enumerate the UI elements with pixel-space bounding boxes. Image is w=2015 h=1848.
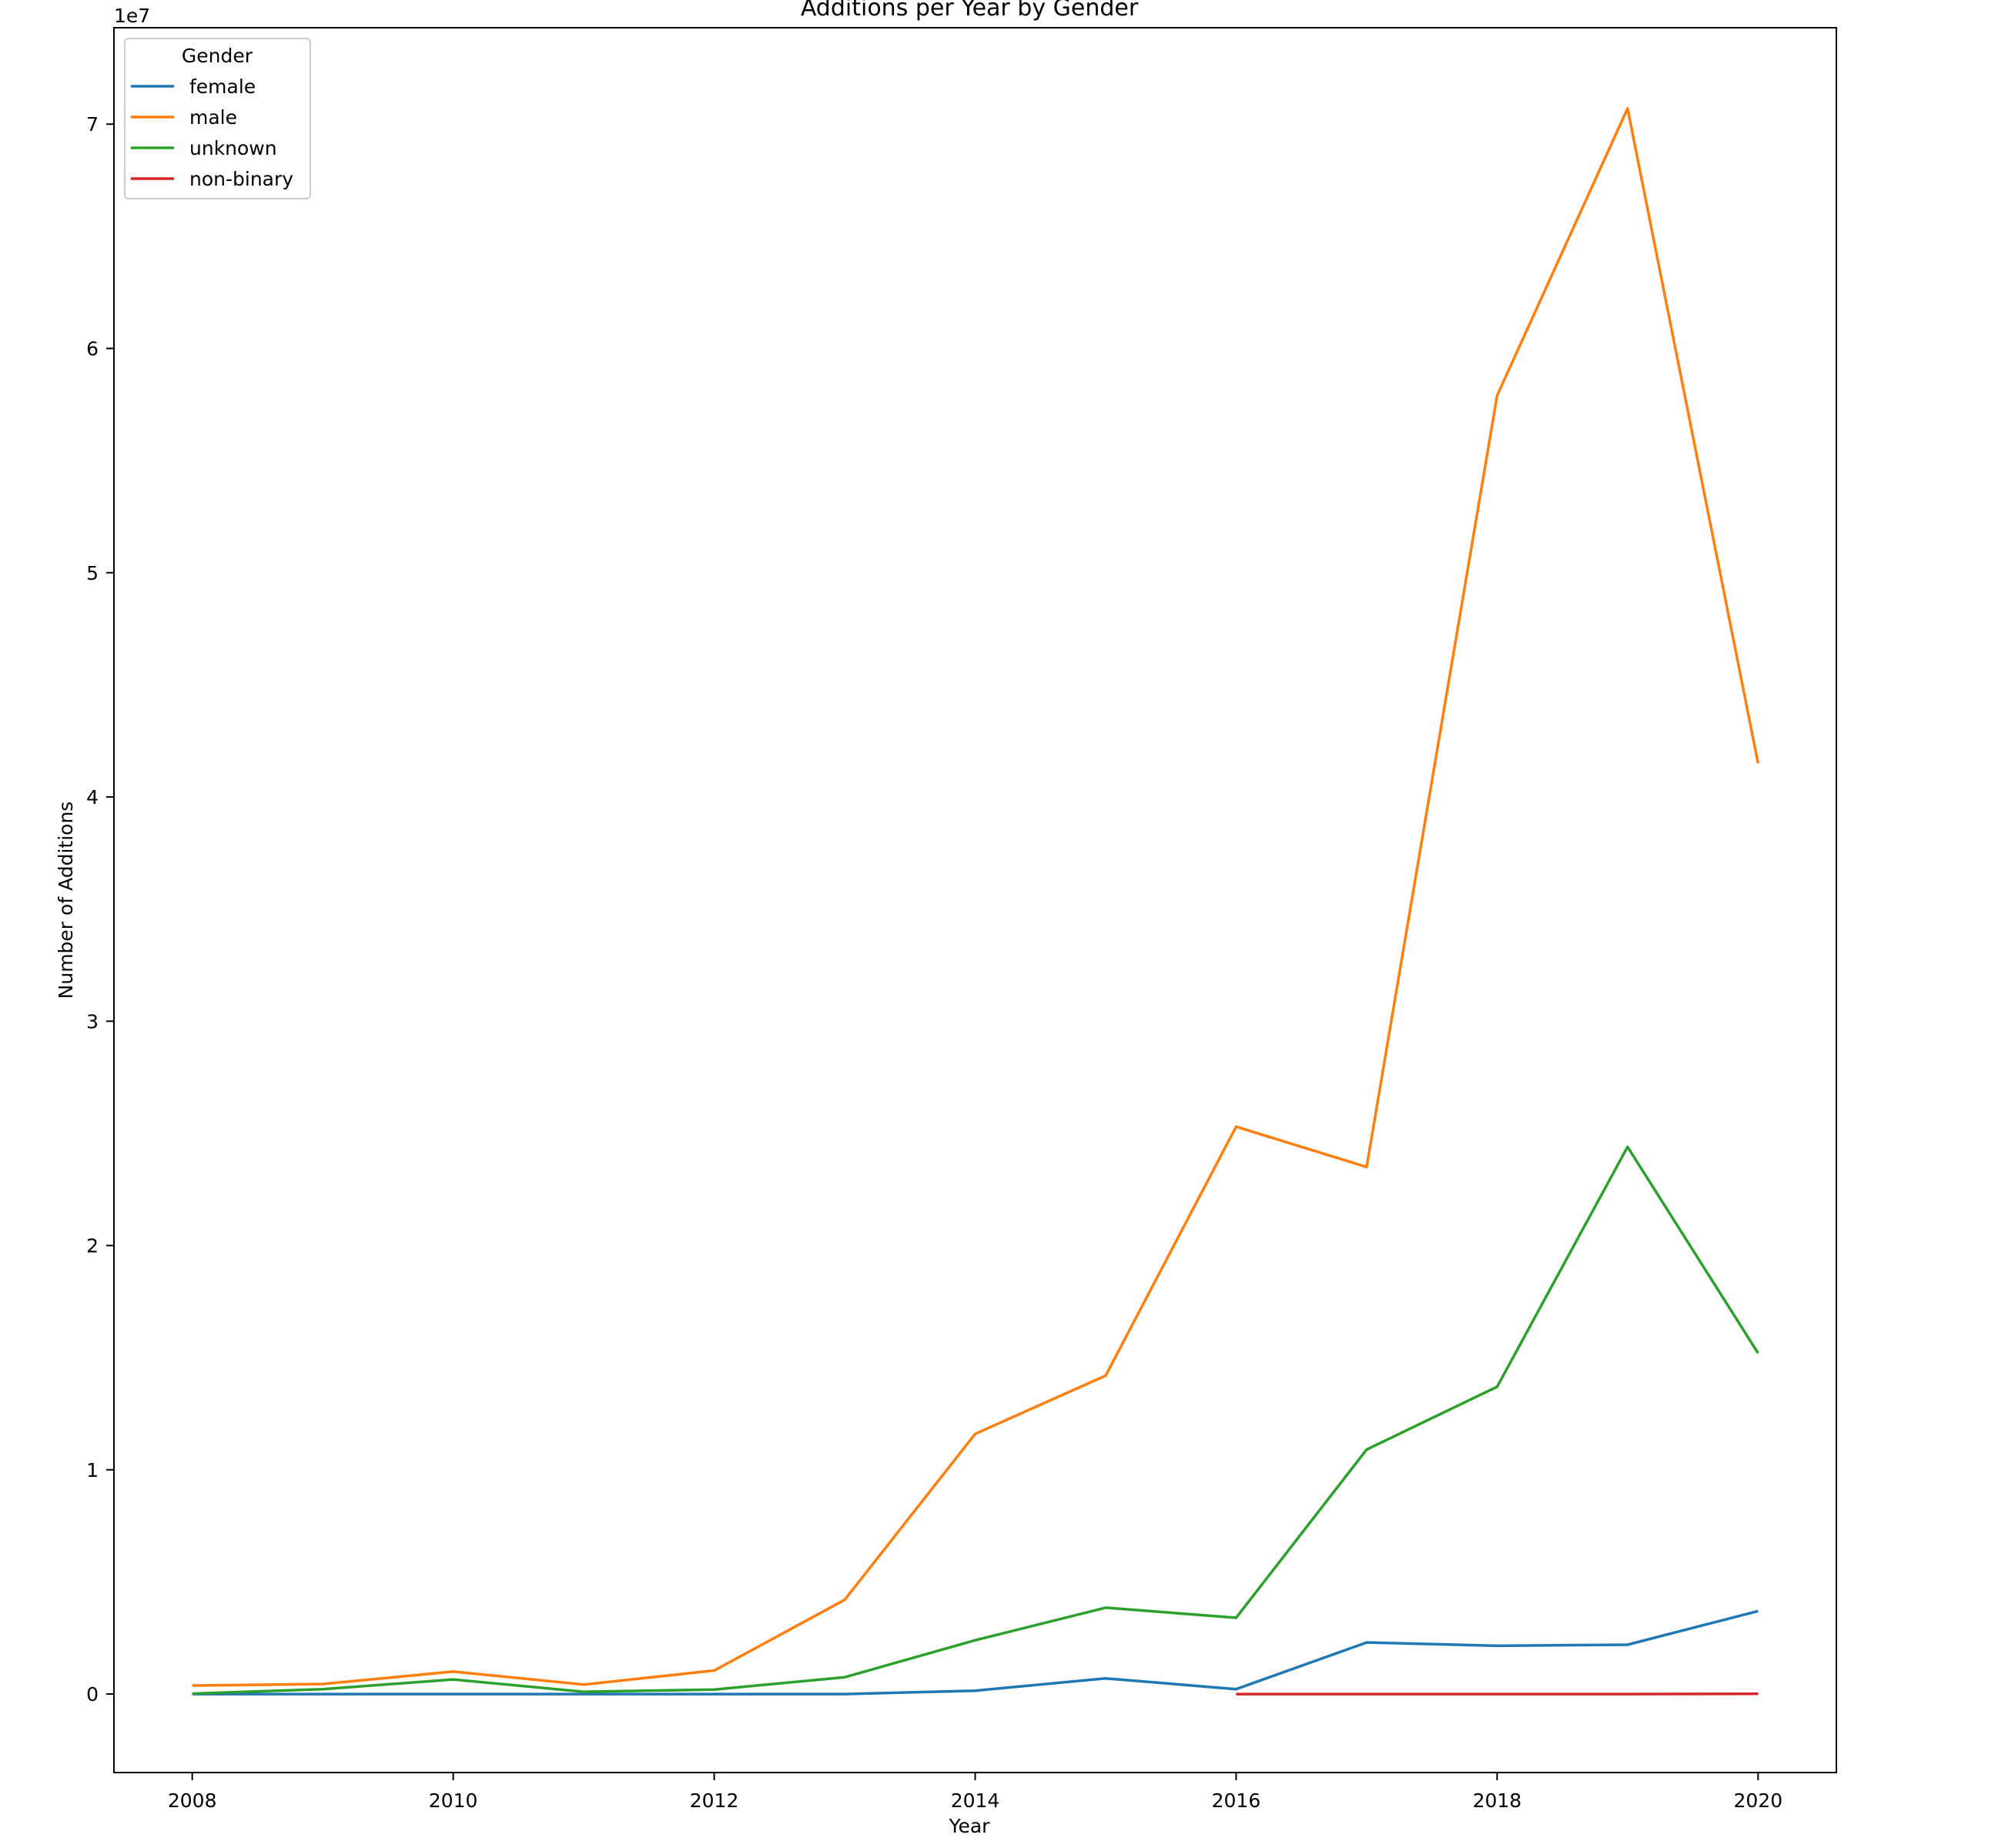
x-axis-ticks: 2008 2010 2012 2014 2016 2018 2020 — [168, 1773, 1782, 1812]
series-line-unknown — [192, 1145, 1759, 1696]
y-tick-label: 0 — [86, 1683, 99, 1706]
x-tick-label: 2008 — [168, 1789, 217, 1812]
legend-label-unknown: unknown — [189, 137, 277, 159]
series-line-male — [192, 107, 1760, 1687]
legend-label-female: female — [189, 75, 256, 98]
x-tick-label: 2018 — [1473, 1789, 1522, 1812]
y-tick-label: 5 — [86, 562, 99, 584]
legend-title: Gender — [182, 45, 253, 67]
y-tick-label: 7 — [86, 113, 99, 136]
x-tick-label: 2010 — [429, 1789, 478, 1812]
y-tick-label: 4 — [86, 786, 99, 808]
y-tick-label: 3 — [86, 1010, 99, 1033]
chart-title: Additions per Year by Gender — [801, 0, 1139, 22]
legend-label-non-binary: non-binary — [189, 168, 293, 190]
y-offset-label: 1e7 — [114, 5, 150, 27]
x-tick-label: 2012 — [690, 1789, 739, 1812]
series-line-female — [192, 1609, 1759, 1696]
plot-frame — [113, 27, 1837, 1773]
legend-label-male: male — [189, 106, 237, 129]
legend-box — [124, 38, 311, 199]
y-tick-label: 1 — [86, 1459, 99, 1481]
x-tick-label: 2014 — [951, 1789, 1000, 1812]
y-axis-ticks: 0 1 2 3 4 5 6 7 — [86, 113, 114, 1706]
y-tick-label: 6 — [86, 338, 99, 360]
legend-items: female male unknown non-binary — [131, 75, 293, 190]
x-tick-label: 2016 — [1212, 1789, 1261, 1812]
series-layer — [192, 107, 1760, 1696]
y-tick-label: 2 — [86, 1235, 99, 1257]
y-axis-title: Number of Additions — [55, 802, 77, 999]
legend: Gender female male unknown non-binary — [124, 38, 311, 199]
x-tick-label: 2020 — [1734, 1789, 1783, 1812]
x-axis-title: Year — [949, 1815, 991, 1837]
